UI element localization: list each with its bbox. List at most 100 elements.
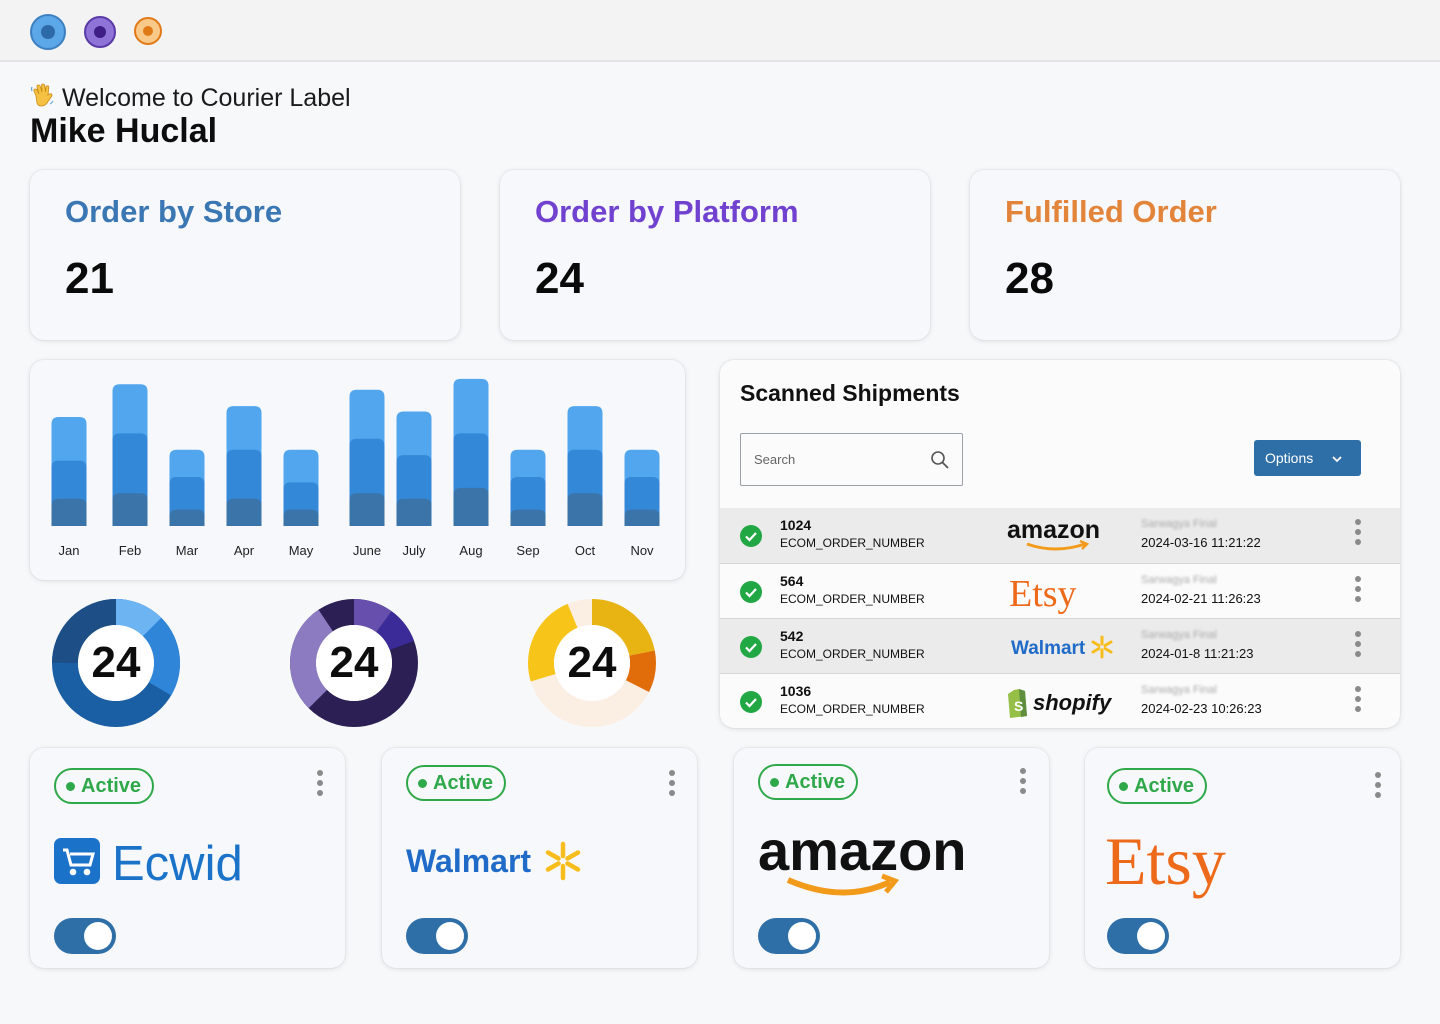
- scan-date: 2024-01-8 11:21:23: [1141, 646, 1254, 661]
- bar-chart-canvas: [51, 378, 660, 526]
- donut-value: 24: [91, 638, 141, 687]
- etsy-logo: Etsy: [1105, 823, 1265, 909]
- options-label: Options: [1265, 450, 1314, 466]
- bar-segment-apr-0: [226, 498, 262, 526]
- waving-hand-icon: [30, 82, 56, 115]
- bar-segment-may-0: [283, 509, 319, 526]
- more-options-icon[interactable]: [1355, 631, 1361, 661]
- walmart-logo: Walmart: [1005, 625, 1125, 669]
- x-tick-label: Oct: [574, 543, 596, 558]
- platform-toggle[interactable]: [1107, 918, 1169, 954]
- search-icon[interactable]: [930, 450, 950, 475]
- svg-text:S: S: [1014, 698, 1023, 714]
- more-options-icon[interactable]: [1355, 576, 1361, 606]
- window-dot-purple[interactable]: [84, 16, 116, 48]
- svg-text:amazon: amazon: [758, 824, 967, 882]
- order-number: 1024: [780, 517, 812, 533]
- more-options-icon[interactable]: [1355, 686, 1361, 716]
- stat-card-fulfilled[interactable]: Fulfilled Order 28: [970, 170, 1400, 340]
- bar-segment-july-0: [396, 498, 432, 526]
- scanned-by-user: Sarwagya Final: [1141, 518, 1217, 530]
- x-tick-label: Apr: [233, 543, 255, 558]
- x-tick-label: May: [288, 543, 314, 558]
- status-badge: Active: [1107, 768, 1208, 804]
- platform-toggle[interactable]: [54, 918, 116, 954]
- status-label: Active: [433, 771, 494, 794]
- scanned-shipments-panel: Scanned Shipments Search Options 1024 EC…: [720, 360, 1400, 728]
- bar-segment-sep-0: [510, 509, 546, 526]
- svg-text:Etsy: Etsy: [1009, 573, 1077, 614]
- platform-card-ecwid: Active Ecwid: [30, 748, 345, 968]
- search-input[interactable]: Search: [740, 433, 963, 486]
- scan-date: 2024-02-21 11:26:23: [1141, 591, 1261, 606]
- order-number: 1036: [780, 683, 812, 699]
- platform-card-amazon: Active amazon: [734, 748, 1049, 968]
- check-circle-icon: [740, 691, 762, 713]
- x-tick-label: Jan: [58, 543, 80, 558]
- bar-segment-aug-0: [453, 487, 489, 526]
- status-label: Active: [81, 774, 142, 797]
- stat-card-store[interactable]: Order by Store 21: [30, 170, 460, 340]
- x-tick-label: Aug: [459, 543, 483, 558]
- status-badge: Active: [406, 765, 507, 801]
- window-dot-orange[interactable]: [134, 17, 162, 45]
- more-options-icon[interactable]: [317, 770, 323, 800]
- walmart-logo: Walmart: [406, 836, 596, 891]
- scan-date: 2024-02-23 10:26:23: [1141, 701, 1262, 716]
- bar-segment-mar-0: [169, 509, 205, 526]
- platform-toggle[interactable]: [406, 918, 468, 954]
- scanned-by-user: Sarwagya Final: [1141, 629, 1217, 641]
- window-dot-blue[interactable]: [30, 14, 66, 50]
- svg-text:Ecwid: Ecwid: [112, 837, 243, 891]
- donut-blue: 24: [52, 599, 180, 727]
- status-label: Active: [785, 770, 846, 793]
- order-key: ECOM_ORDER_NUMBER: [780, 536, 925, 550]
- scanned-by-user: Sarwagya Final: [1141, 574, 1217, 586]
- window-titlebar: [0, 0, 1440, 62]
- stat-title: Order by Store: [65, 194, 283, 229]
- platform-toggle[interactable]: [758, 918, 820, 954]
- svg-text:Walmart: Walmart: [1011, 638, 1086, 659]
- scanned-by-user: Sarwagya Final: [1141, 684, 1217, 696]
- bar-segment-feb-0: [112, 493, 148, 526]
- order-key: ECOM_ORDER_NUMBER: [780, 702, 925, 716]
- options-button[interactable]: Options: [1254, 440, 1361, 476]
- svg-text:Walmart: Walmart: [406, 843, 531, 879]
- donut-value: 24: [567, 638, 617, 687]
- check-circle-icon: [740, 525, 762, 547]
- amazon-logo: amazon: [1005, 514, 1125, 558]
- etsy-logo: Etsy: [1005, 570, 1125, 615]
- x-tick-label: July: [402, 543, 426, 558]
- user-name: Mike Huclal: [30, 112, 218, 150]
- x-tick-label: Sep: [516, 543, 540, 558]
- stat-value: 21: [65, 254, 114, 303]
- bar-segment-jan-0: [51, 498, 87, 526]
- shipment-row[interactable]: 542 ECOM_ORDER_NUMBER Walmart Sarwagya F…: [720, 618, 1400, 673]
- stat-card-platform[interactable]: Order by Platform 24: [500, 170, 930, 340]
- svg-text:amazon: amazon: [1007, 516, 1100, 544]
- shopify-logo: S shopify: [1005, 680, 1125, 724]
- more-options-icon[interactable]: [1355, 519, 1361, 549]
- shipment-row[interactable]: 1036 ECOM_ORDER_NUMBER S shopify Sarwagy…: [720, 673, 1400, 728]
- x-tick-label: Nov: [630, 543, 654, 558]
- x-tick-label: Feb: [118, 543, 142, 558]
- shipment-row[interactable]: 1024 ECOM_ORDER_NUMBER amazon Sarwagya F…: [720, 508, 1400, 563]
- bar-segment-oct-0: [567, 493, 603, 526]
- more-options-icon[interactable]: [1375, 772, 1381, 802]
- order-key: ECOM_ORDER_NUMBER: [780, 592, 925, 606]
- status-label: Active: [1134, 774, 1195, 797]
- platform-card-etsy: Active Etsy: [1085, 748, 1400, 968]
- svg-text:Etsy: Etsy: [1105, 824, 1226, 899]
- donut-purple: 24: [290, 599, 418, 727]
- x-tick-label: Mar: [175, 543, 199, 558]
- check-circle-icon: [740, 581, 762, 603]
- welcome-text: Welcome to Courier Label: [62, 84, 351, 112]
- order-number: 542: [780, 628, 804, 644]
- more-options-icon[interactable]: [1020, 768, 1026, 798]
- monthly-bar-chart: Jan Feb Mar Apr May June July Aug Sep Oct Nov: [30, 360, 685, 580]
- chevron-down-icon: [1331, 450, 1343, 466]
- donut-value: 24: [329, 638, 379, 687]
- more-options-icon[interactable]: [669, 770, 675, 800]
- shipment-row[interactable]: 564 ECOM_ORDER_NUMBER Etsy Sarwagya Fina…: [720, 563, 1400, 618]
- status-badge: Active: [54, 768, 155, 804]
